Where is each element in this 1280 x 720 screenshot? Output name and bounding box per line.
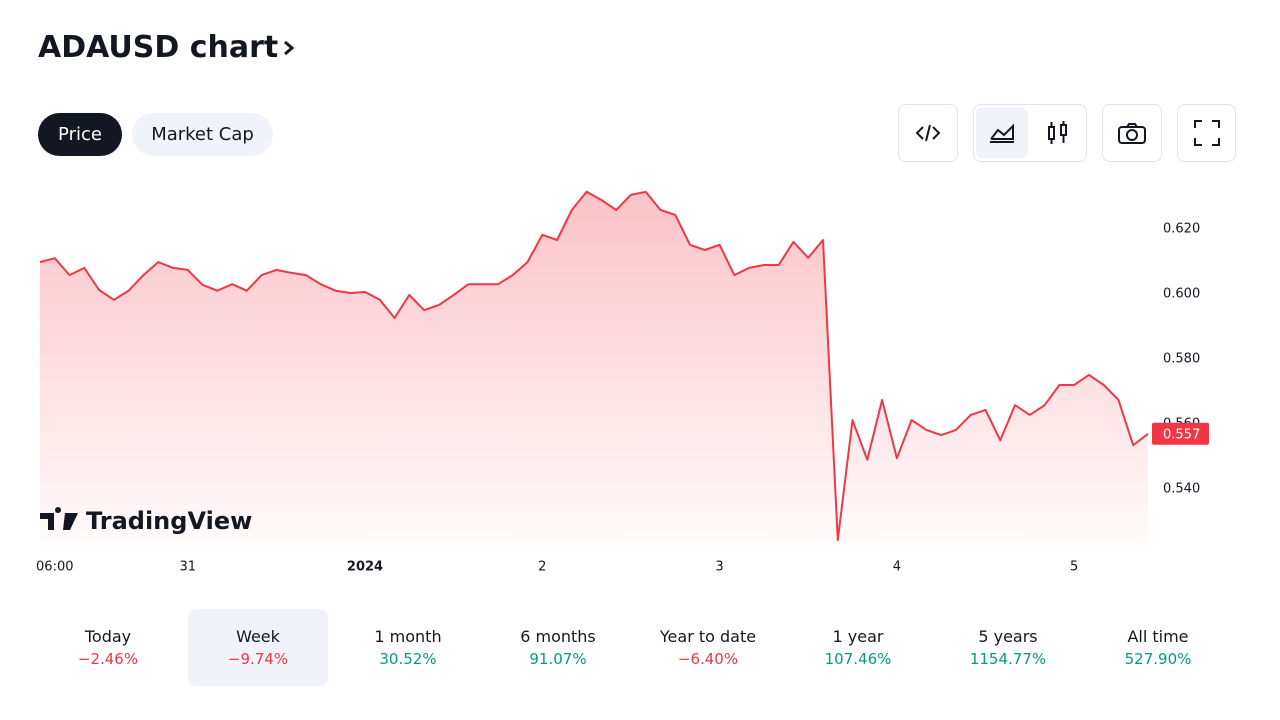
period-label: 5 years bbox=[978, 627, 1038, 646]
period[interactable]: Today −2.46% bbox=[38, 609, 178, 686]
period[interactable]: Year to date −6.40% bbox=[638, 609, 778, 686]
tab[interactable]: Price bbox=[38, 113, 122, 156]
period-label: 1 month bbox=[374, 627, 442, 646]
title: ADAUSD chart bbox=[38, 30, 296, 65]
period-change: 91.07% bbox=[529, 650, 587, 668]
y-tick-label: 0.620 bbox=[1163, 221, 1200, 236]
candle-chart-button[interactable] bbox=[1032, 108, 1084, 158]
snapshot-button[interactable] bbox=[1102, 104, 1162, 162]
tab[interactable]: Market Cap bbox=[132, 113, 273, 156]
y-tick-label: 0.580 bbox=[1163, 351, 1200, 366]
period-change: −2.46% bbox=[77, 650, 139, 668]
chart-type-group bbox=[973, 104, 1087, 162]
period-label: Year to date bbox=[659, 627, 757, 646]
period-label: 1 year bbox=[832, 627, 884, 646]
x-tick-label: 2024 bbox=[347, 560, 383, 575]
x-tick-label: 06:00 bbox=[36, 560, 73, 575]
period-change: 1154.77% bbox=[969, 650, 1047, 668]
area-chart-button[interactable] bbox=[976, 108, 1028, 158]
area-fill bbox=[40, 191, 1148, 546]
period[interactable]: 6 months 91.07% bbox=[488, 609, 628, 686]
fullscreen-button[interactable] bbox=[1177, 104, 1236, 162]
period-change: 527.90% bbox=[1124, 650, 1192, 668]
period-change: 107.46% bbox=[824, 650, 892, 668]
embed-button[interactable] bbox=[898, 104, 958, 162]
y-tick-label: 0.540 bbox=[1163, 482, 1200, 497]
period[interactable]: 1 month 30.52% bbox=[338, 609, 478, 686]
x-tick-label: 5 bbox=[1070, 560, 1078, 575]
period[interactable]: 5 years 1154.77% bbox=[938, 609, 1078, 686]
watermark: TradingView bbox=[86, 507, 252, 535]
period-label: Today bbox=[84, 627, 132, 646]
title-text: ADAUSD chart bbox=[38, 30, 279, 65]
tradingview-logo: TradingView bbox=[40, 507, 252, 535]
period-label: All time bbox=[1127, 627, 1189, 646]
period[interactable]: 1 year 107.46% bbox=[788, 609, 928, 686]
last-price-label: 0.557 bbox=[1163, 427, 1200, 442]
x-tick-label: 3 bbox=[715, 560, 723, 575]
period-change: −6.40% bbox=[677, 650, 739, 668]
chevron-icon bbox=[284, 40, 295, 55]
period[interactable]: Week −9.74% bbox=[188, 609, 328, 686]
period-change: 30.52% bbox=[379, 650, 437, 668]
chart: TradingView 0.5400.5600.5800.6000.62006:… bbox=[36, 190, 1209, 575]
period[interactable]: All time 527.90% bbox=[1088, 609, 1228, 686]
x-tick-label: 31 bbox=[179, 560, 196, 575]
last-price-badge bbox=[1152, 422, 1209, 445]
period-label: 6 months bbox=[520, 627, 596, 646]
period-label: Week bbox=[236, 627, 280, 646]
x-tick-label: 2 bbox=[538, 560, 546, 575]
period-change: −9.74% bbox=[227, 650, 289, 668]
x-tick-label: 4 bbox=[893, 560, 901, 575]
y-tick-label: 0.600 bbox=[1163, 286, 1200, 301]
periods: Today −2.46% Week −9.74% 1 month 30.52% 6 mont… bbox=[38, 609, 1238, 686]
price-line bbox=[39, 190, 1149, 542]
